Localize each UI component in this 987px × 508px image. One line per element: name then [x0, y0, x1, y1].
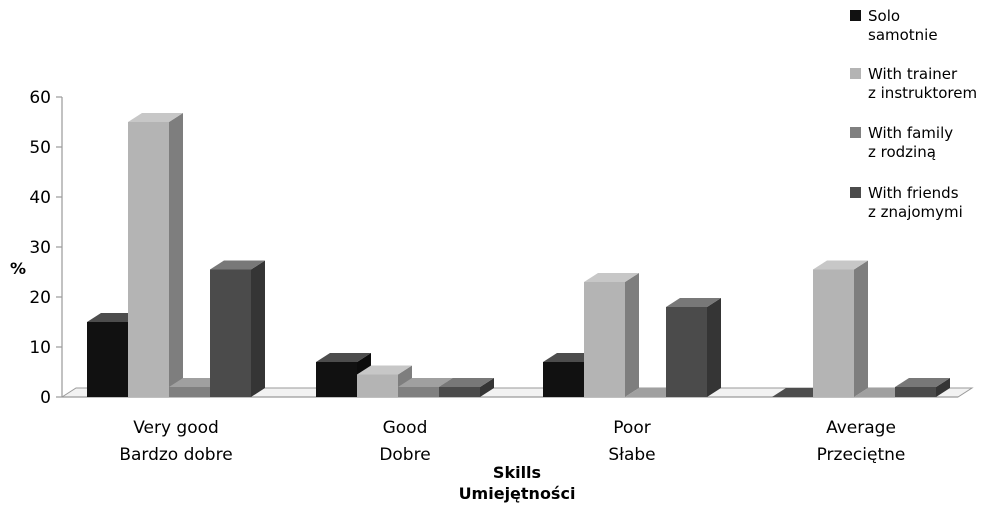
y-tick-label: 0	[40, 388, 51, 408]
bar-front	[584, 282, 625, 397]
bar-top	[128, 113, 183, 122]
bar-top	[895, 378, 950, 387]
y-tick-label: 40	[29, 188, 51, 208]
legend-swatch	[850, 187, 861, 198]
y-tick-label: 60	[29, 88, 51, 108]
x-tick-label-secondary: Słabe	[608, 445, 655, 465]
bar-top	[813, 260, 868, 270]
y-axis-title: %	[10, 259, 26, 278]
x-axis-title-secondary: Umiejętności	[459, 484, 576, 503]
bar-top	[357, 365, 412, 375]
bar-side	[936, 378, 950, 397]
bar	[439, 378, 494, 397]
legend-label-secondary: z instruktorem	[868, 84, 977, 102]
legend-label-secondary: samotnie	[868, 26, 938, 44]
bars	[87, 113, 950, 397]
bar-top	[398, 378, 453, 387]
x-tick-label-secondary: Bardzo dobre	[119, 445, 232, 465]
bar-front	[895, 387, 936, 397]
bar-side	[251, 260, 265, 397]
bar	[128, 113, 183, 397]
x-tick-label: Very good	[133, 418, 219, 438]
legend-label: With trainer	[868, 65, 958, 83]
legend-swatch	[850, 10, 861, 21]
y-tick-label: 10	[29, 338, 51, 358]
bar-front	[543, 362, 584, 397]
bar-top	[316, 353, 371, 362]
bar-side	[625, 273, 639, 397]
bar-front	[398, 387, 439, 397]
bar	[813, 260, 868, 397]
legend-swatch	[850, 127, 861, 138]
bar-top	[584, 273, 639, 282]
legend-swatch	[850, 68, 861, 79]
bar	[895, 378, 950, 397]
bar-front	[316, 362, 357, 397]
x-tick-label: Poor	[613, 418, 650, 438]
bar-side	[480, 378, 494, 397]
bar	[666, 298, 721, 397]
x-tick-label-secondary: Dobre	[379, 445, 430, 465]
bar-front	[666, 307, 707, 397]
bar-front	[210, 269, 251, 397]
y-tick-label: 50	[29, 138, 51, 158]
bar-front	[87, 322, 128, 397]
x-tick-label: Good	[383, 418, 428, 438]
y-tick-label: 20	[29, 288, 51, 308]
legend-label: Solo	[868, 7, 900, 25]
bar-top	[439, 378, 494, 387]
y-axis: 0 10 20 30 40 50 60	[29, 88, 63, 408]
bar-front	[439, 387, 480, 397]
bar-front	[813, 269, 854, 397]
legend-label-secondary: z znajomymi	[868, 203, 963, 221]
x-tick-label: Average	[826, 418, 896, 438]
y-tick-label: 30	[29, 238, 51, 258]
bar-front	[357, 374, 398, 397]
x-tick-label-secondary: Przeciętne	[817, 445, 906, 465]
legend-label: With friends	[868, 184, 959, 202]
legend-label-secondary: z rodziną	[868, 143, 936, 161]
bar-front	[128, 122, 169, 397]
bar	[210, 260, 265, 397]
bar-side	[707, 298, 721, 397]
bar-top	[210, 260, 265, 270]
bar-side	[169, 113, 183, 397]
x-axis-title: Skills	[493, 463, 541, 482]
bar-side	[854, 260, 868, 397]
bar-front	[169, 387, 210, 397]
bar	[584, 273, 639, 397]
legend-label: With family	[868, 124, 953, 142]
x-axis-labels: Very good Bardzo dobre Good Dobre Poor Słabe A…	[119, 418, 905, 465]
bar-top	[666, 298, 721, 307]
